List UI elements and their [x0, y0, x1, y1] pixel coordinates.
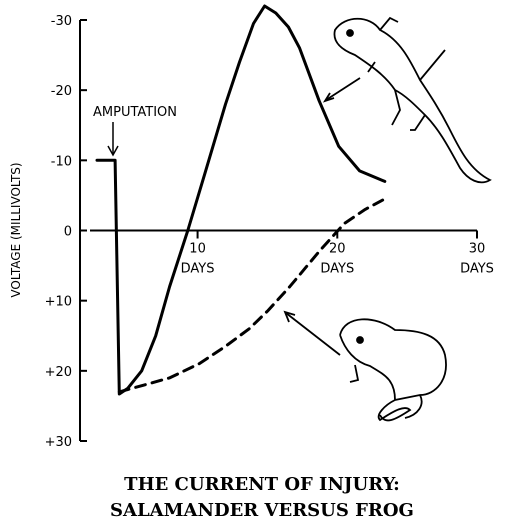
series-line [117, 197, 387, 394]
x-tick-label: 20 [329, 242, 346, 257]
y-tick-label: 0 [64, 225, 72, 240]
x-tick-label: 30 [469, 242, 486, 257]
y-tick-label: -20 [51, 84, 72, 99]
chart-title: THE CURRENT OF INJURY: [124, 474, 400, 495]
x-tick-unit: DAYS [181, 262, 215, 277]
frog-illustration [283, 310, 447, 422]
annotation-arrow [107, 122, 119, 157]
chart-title: SALAMANDER VERSUS FROG [110, 500, 414, 521]
y-tick-label: +30 [45, 435, 72, 450]
x-tick-unit: DAYS [460, 262, 494, 277]
annotation: AMPUTATION [93, 105, 177, 120]
y-axis-label: VOLTAGE (MILLIVOLTS) [9, 162, 23, 297]
y-tick-label: +10 [45, 295, 72, 310]
series-line [95, 4, 387, 396]
y-tick-label: +20 [45, 365, 72, 380]
y-tick-label: -30 [51, 14, 72, 29]
x-tick-label: 10 [189, 242, 206, 257]
y-tick-label: -10 [51, 154, 72, 169]
salamander-illustration [322, 16, 492, 184]
x-tick-unit: DAYS [320, 262, 354, 277]
